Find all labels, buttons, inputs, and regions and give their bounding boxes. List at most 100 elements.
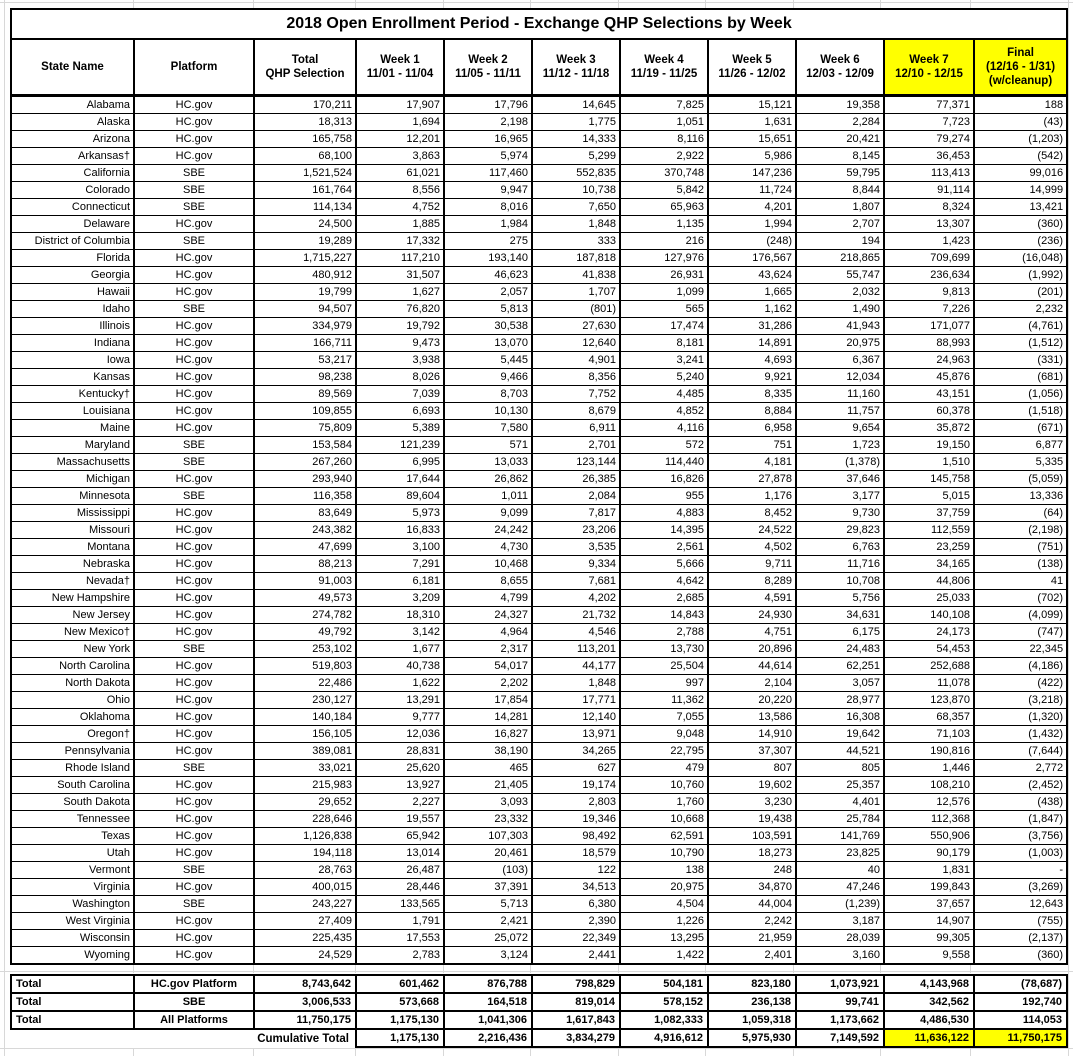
total-qhp-cell: 75,809 xyxy=(254,419,357,437)
week4-cell: 25,504 xyxy=(620,657,709,675)
week2-cell: 38,190 xyxy=(444,742,533,760)
week5-cell: 11,724 xyxy=(708,181,797,199)
platform-cell: SBE xyxy=(134,436,255,454)
week6-cell: 44,521 xyxy=(796,742,885,760)
week4-cell: 2,685 xyxy=(620,589,709,607)
platform-cell: HC.gov xyxy=(134,606,255,624)
week4-cell: 997 xyxy=(620,674,709,692)
final-cell: 5,335 xyxy=(974,453,1068,471)
week3-cell: 18,579 xyxy=(532,844,621,862)
week5-cell: 8,452 xyxy=(708,504,797,522)
cumulative-value-cell-highlighted: 11,636,122 xyxy=(883,1028,975,1048)
week7-cell: 112,559 xyxy=(884,521,975,539)
table-row: Georgia HC.gov 480,912 31,507 46,623 41,… xyxy=(11,266,1068,284)
platform-cell: HC.gov xyxy=(134,810,255,828)
week4-cell: 7,055 xyxy=(620,708,709,726)
cumulative-value-cell-highlighted: 11,750,175 xyxy=(973,1028,1068,1048)
week7-cell: 45,876 xyxy=(884,368,975,386)
total-qhp-cell: 88,213 xyxy=(254,555,357,573)
state-name-cell: South Carolina xyxy=(11,776,135,794)
week4-cell: 4,504 xyxy=(620,895,709,913)
week4-cell: 5,666 xyxy=(620,555,709,573)
state-name-cell: Montana xyxy=(11,538,135,556)
week5-cell: 20,896 xyxy=(708,640,797,658)
week7-cell: 4,143,968 xyxy=(883,974,975,994)
week1-cell: 121,239 xyxy=(356,436,445,454)
week6-cell: 1,723 xyxy=(796,436,885,454)
table-row: California SBE 1,521,524 61,021 117,460 … xyxy=(11,164,1068,182)
sheet-gridline xyxy=(133,960,134,973)
week2-cell: 9,947 xyxy=(444,181,533,199)
table-row: Ohio HC.gov 230,127 13,291 17,854 17,771… xyxy=(11,691,1068,709)
platform-cell: HC.gov xyxy=(134,113,255,131)
week7-cell: 91,114 xyxy=(884,181,975,199)
week3-cell: 14,333 xyxy=(532,130,621,148)
sheet-gridline xyxy=(793,1048,794,1056)
week7-cell: 8,324 xyxy=(884,198,975,216)
col-header-week3: Week 3 11/12 - 11/18 xyxy=(532,39,621,97)
week5-cell: 44,614 xyxy=(708,657,797,675)
total-qhp-cell: 400,015 xyxy=(254,878,357,896)
table-row: Oklahoma HC.gov 140,184 9,777 14,281 12,… xyxy=(11,708,1068,726)
week6-cell: 3,177 xyxy=(796,487,885,505)
week4-cell: 370,748 xyxy=(620,164,709,182)
week7-cell: 19,150 xyxy=(884,436,975,454)
week7-cell: 4,486,530 xyxy=(883,1010,975,1030)
week7-cell: 140,108 xyxy=(884,606,975,624)
week1-cell: 7,291 xyxy=(356,555,445,573)
final-cell: 192,740 xyxy=(973,992,1068,1012)
cumulative-value-cell: 5,975,930 xyxy=(707,1028,797,1048)
week7-cell: 7,226 xyxy=(884,300,975,318)
table-row: Alaska HC.gov 18,313 1,694 2,198 1,775 1… xyxy=(11,113,1068,131)
week7-cell: 37,759 xyxy=(884,504,975,522)
week5-cell: 31,286 xyxy=(708,317,797,335)
week7-cell: 9,813 xyxy=(884,283,975,301)
total-qhp-cell: 49,792 xyxy=(254,623,357,641)
total-qhp-cell: 33,021 xyxy=(254,759,357,777)
total-qhp-cell: 19,289 xyxy=(254,232,357,250)
table-row: Massachusetts SBE 267,260 6,995 13,033 1… xyxy=(11,453,1068,471)
sheet-gridline xyxy=(0,971,1073,972)
week6-cell: 23,825 xyxy=(796,844,885,862)
table-row: Colorado SBE 161,764 8,556 9,947 10,738 … xyxy=(11,181,1068,199)
state-name-cell: Tennessee xyxy=(11,810,135,828)
week1-cell: 17,553 xyxy=(356,929,445,947)
table-row: Wyoming HC.gov 24,529 2,783 3,124 2,441 … xyxy=(11,946,1068,965)
week5-cell: 14,891 xyxy=(708,334,797,352)
week5-cell: 5,986 xyxy=(708,147,797,165)
final-cell: 2,232 xyxy=(974,300,1068,318)
week2-cell: 1,041,306 xyxy=(443,1010,533,1030)
week6-cell: 10,708 xyxy=(796,572,885,590)
week5-cell: 2,401 xyxy=(708,946,797,965)
state-name-cell: Rhode Island xyxy=(11,759,135,777)
state-name-cell: Minnesota xyxy=(11,487,135,505)
final-cell: (78,687) xyxy=(973,974,1068,994)
week6-cell: 28,039 xyxy=(796,929,885,947)
platform-cell: HC.gov xyxy=(134,725,255,743)
week1-cell: 5,389 xyxy=(356,419,445,437)
week2-cell: 5,974 xyxy=(444,147,533,165)
final-cell: (1,003) xyxy=(974,844,1068,862)
week5-cell: 27,878 xyxy=(708,470,797,488)
week3-cell: 4,901 xyxy=(532,351,621,369)
week6-cell: 40 xyxy=(796,861,885,879)
week1-cell: 8,556 xyxy=(356,181,445,199)
week2-cell: 13,070 xyxy=(444,334,533,352)
week7-cell: 5,015 xyxy=(884,487,975,505)
week4-cell: 1,226 xyxy=(620,912,709,930)
week5-cell: 3,230 xyxy=(708,793,797,811)
week3-cell: 1,617,843 xyxy=(531,1010,621,1030)
week7-cell: 43,151 xyxy=(884,385,975,403)
week2-cell: 8,703 xyxy=(444,385,533,403)
platform-cell: SBE xyxy=(134,453,255,471)
total-label-cell: Total xyxy=(10,992,135,1012)
state-name-cell: Hawaii xyxy=(11,283,135,301)
week7-cell: 112,368 xyxy=(884,810,975,828)
platform-cell: SBE xyxy=(134,487,255,505)
state-name-cell: Kentucky† xyxy=(11,385,135,403)
total-qhp-cell: 49,573 xyxy=(254,589,357,607)
week3-cell: 34,265 xyxy=(532,742,621,760)
cumulative-value-cell: 3,834,279 xyxy=(531,1028,621,1048)
table-row: Tennessee HC.gov 228,646 19,557 23,332 1… xyxy=(11,810,1068,828)
week3-cell: 552,835 xyxy=(532,164,621,182)
